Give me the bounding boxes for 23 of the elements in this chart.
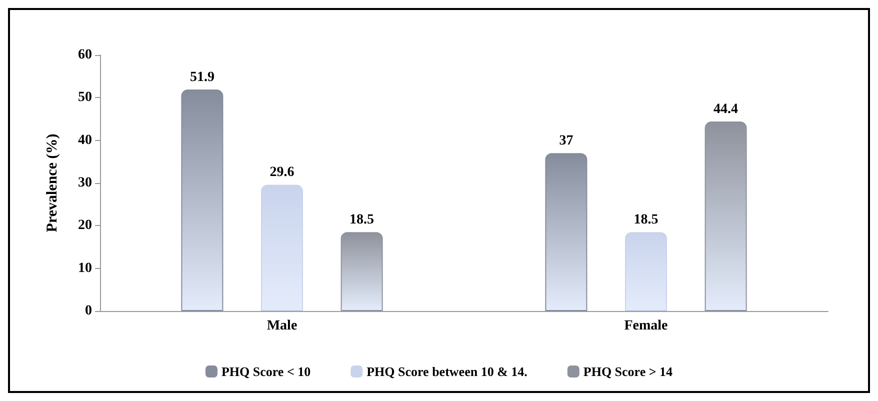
data-label: 44.4	[714, 102, 738, 118]
y-tick-label: 10	[78, 260, 92, 276]
bar	[625, 232, 667, 311]
y-axis-title: Prevalence (%)	[44, 134, 60, 232]
y-tick-label: 20	[78, 218, 92, 234]
data-label: 18.5	[634, 212, 658, 228]
x-tick-label: Male	[266, 318, 298, 334]
bar	[545, 153, 588, 311]
y-tick-label: 60	[78, 48, 92, 62]
data-label: 18.5	[350, 212, 374, 228]
y-tick-label: 50	[78, 90, 92, 106]
y-tick-label: 30	[78, 176, 92, 190]
bar	[261, 184, 303, 311]
data-label: 29.6	[270, 165, 294, 180]
legend-label: PHQ Score < 10	[221, 364, 311, 379]
data-label: 51.9	[190, 70, 214, 86]
y-tick-label: 40	[78, 132, 92, 148]
data-label: 37	[559, 134, 574, 149]
legend-label: PHQ Score between 10 & 14.	[366, 364, 528, 379]
bar	[181, 90, 224, 311]
y-tick-label: 0	[85, 304, 92, 318]
x-tick-label: Female	[624, 318, 668, 334]
legend-label: PHQ Score > 14	[583, 364, 674, 379]
